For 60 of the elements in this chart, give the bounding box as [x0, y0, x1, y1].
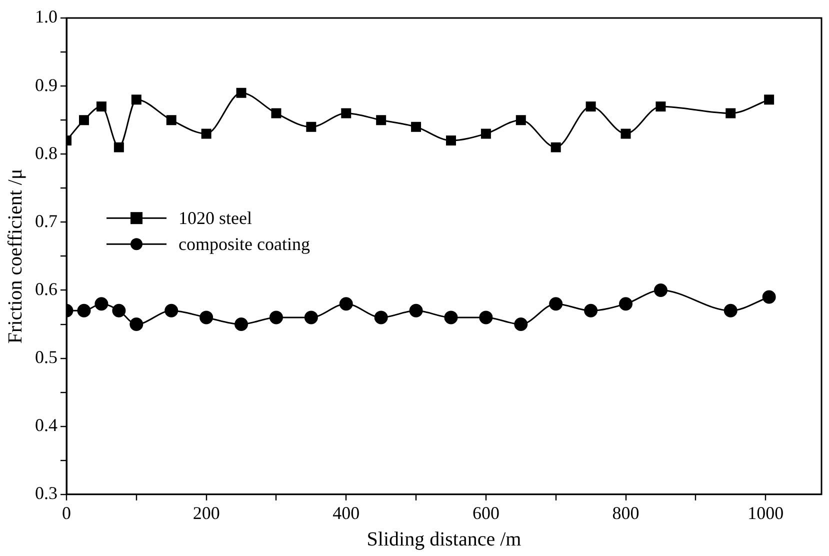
y-tick-label: 0.8 [35, 142, 58, 163]
point [306, 122, 316, 132]
point [411, 122, 422, 132]
point [200, 310, 214, 324]
point [586, 101, 596, 112]
point [550, 142, 561, 152]
point [479, 310, 493, 324]
legend-label: 1020 steel [178, 208, 252, 228]
legend-label: composite coating [178, 234, 310, 254]
x-tick-label: 1000 [748, 502, 784, 523]
point [620, 128, 631, 139]
point [516, 115, 526, 126]
point [234, 318, 248, 332]
point [112, 304, 126, 318]
point [724, 304, 738, 318]
point [654, 283, 668, 297]
point [444, 310, 458, 324]
y-tick-label: 1.0 [35, 6, 58, 27]
point [584, 304, 598, 318]
point [619, 297, 633, 311]
point [409, 304, 423, 318]
x-tick-label: 600 [472, 502, 500, 523]
y-tick-label: 0.6 [35, 278, 58, 299]
point [130, 318, 144, 332]
point [166, 115, 176, 126]
x-tick-label: 200 [192, 502, 220, 523]
point [764, 94, 774, 105]
x-tick-label: 0 [62, 502, 71, 523]
y-tick-label: 0.4 [35, 415, 58, 436]
point [269, 310, 283, 324]
point [304, 310, 318, 324]
y-tick-label: 0.3 [35, 483, 58, 504]
point [131, 94, 142, 105]
y-tick-label: 0.5 [35, 347, 58, 368]
point [341, 108, 352, 118]
point [374, 310, 388, 324]
point [339, 297, 353, 311]
point [236, 88, 246, 98]
point [446, 136, 456, 146]
point [77, 304, 91, 318]
point [514, 318, 528, 332]
point [94, 297, 108, 311]
point [762, 290, 776, 304]
point [201, 128, 212, 139]
x-tick-label: 400 [332, 502, 360, 523]
point [96, 101, 106, 112]
point [271, 108, 282, 118]
x-axis-title: Sliding distance /m [366, 528, 522, 550]
point [114, 142, 124, 152]
point [164, 304, 178, 318]
point [78, 115, 89, 126]
point [726, 108, 736, 118]
y-axis-title: Friction coefficient /μ [4, 168, 26, 344]
point [549, 297, 563, 311]
y-tick-label: 0.9 [35, 74, 58, 95]
point [376, 115, 386, 126]
x-tick-label: 800 [612, 502, 640, 523]
point [656, 101, 666, 112]
y-tick-label: 0.7 [35, 210, 58, 231]
point [480, 128, 491, 139]
